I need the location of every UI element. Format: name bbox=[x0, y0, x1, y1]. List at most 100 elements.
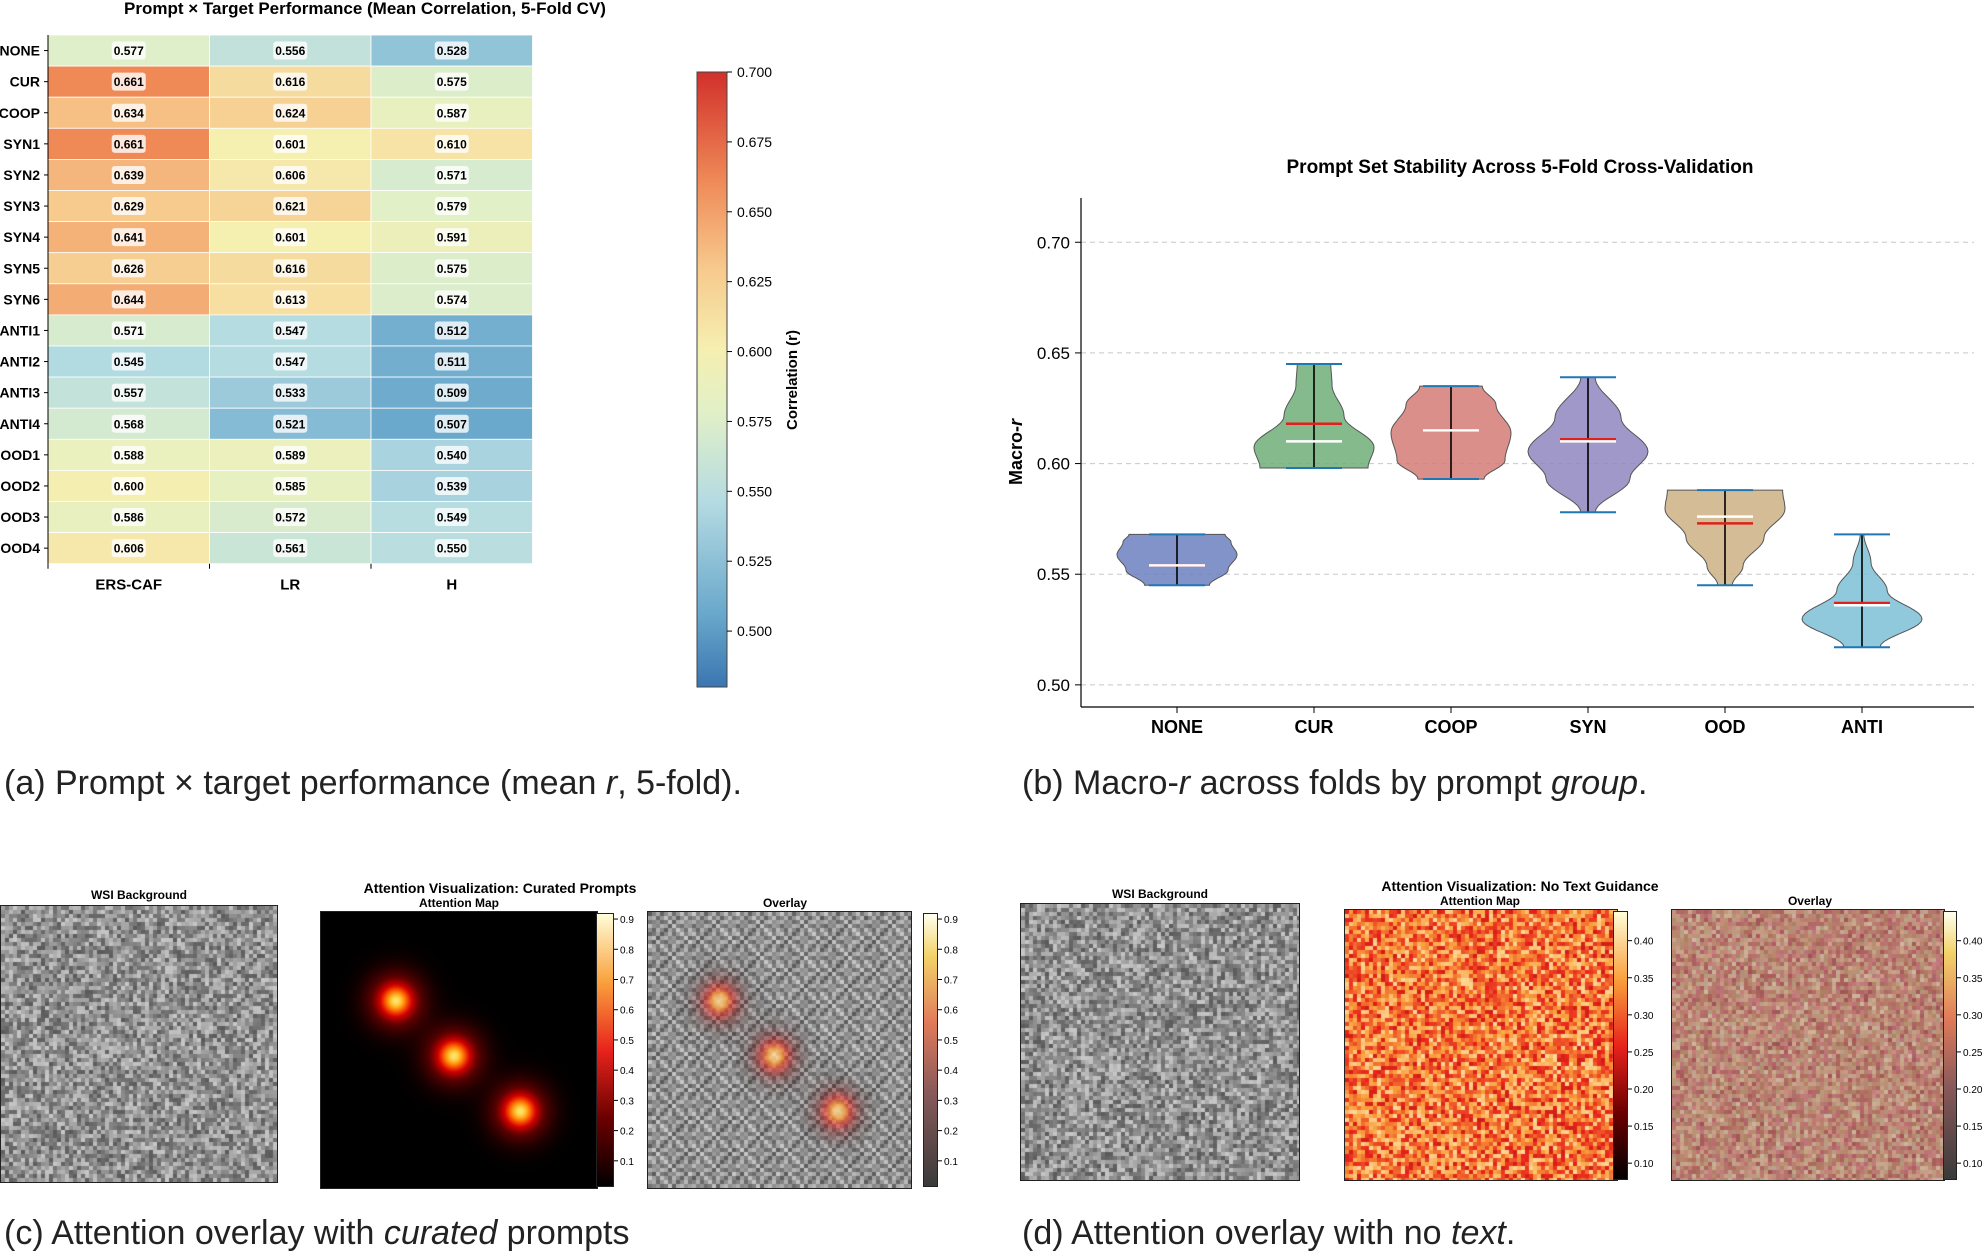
heatmap-cell bbox=[370, 376, 533, 409]
cell-value-label: 0.547 bbox=[275, 355, 305, 369]
cell-label-box bbox=[111, 134, 146, 153]
cell-label-box bbox=[434, 352, 469, 371]
cell-value-label: 0.629 bbox=[114, 200, 144, 214]
row-label: ANTI1 bbox=[0, 322, 40, 338]
cell-value-label: 0.511 bbox=[437, 355, 467, 369]
cell-value-label: 0.521 bbox=[275, 417, 305, 431]
cell-value-label: 0.591 bbox=[437, 231, 467, 245]
cell-label-box bbox=[111, 290, 146, 309]
cell-label-box bbox=[111, 476, 146, 495]
colorbar-tick-label: 0.1 bbox=[944, 1157, 958, 1168]
cell-label-box bbox=[273, 134, 308, 153]
cell-value-label: 0.644 bbox=[114, 293, 144, 307]
panel-title-background: WSI Background bbox=[90, 888, 187, 902]
overlay-image bbox=[647, 911, 912, 1189]
attention-map-image bbox=[320, 911, 598, 1189]
row-label: COOP bbox=[0, 105, 40, 121]
overlay-image bbox=[1671, 909, 1945, 1181]
cell-label-box bbox=[111, 539, 146, 558]
cell-value-label: 0.606 bbox=[275, 168, 305, 182]
cell-label-box bbox=[434, 197, 469, 216]
wsi-background-image bbox=[0, 905, 278, 1183]
wsi-background-image bbox=[1020, 903, 1300, 1181]
colorbar-tick-label: 0.700 bbox=[737, 64, 772, 80]
cell-label-box bbox=[434, 290, 469, 309]
cell-label-box bbox=[111, 508, 146, 527]
x-tick-label: ANTI bbox=[1841, 717, 1883, 737]
x-tick-label: CUR bbox=[1295, 717, 1334, 737]
column-label: LR bbox=[280, 577, 300, 594]
colorbar-tick-label: 0.25 bbox=[1634, 1048, 1654, 1059]
cell-value-label: 0.586 bbox=[114, 511, 144, 525]
figure-title: Attention Visualization: Curated Prompts bbox=[363, 880, 637, 896]
cell-value-label: 0.575 bbox=[437, 75, 467, 89]
colorbar-tick-label: 0.575 bbox=[737, 413, 772, 429]
panel-title-overlay: Overlay bbox=[1787, 894, 1833, 908]
cell-label-box bbox=[273, 321, 308, 340]
colorbar-tick-label: 0.15 bbox=[1963, 1122, 1983, 1133]
cell-label-box bbox=[434, 383, 469, 402]
cell-value-label: 0.547 bbox=[275, 324, 305, 338]
cell-label-box bbox=[434, 72, 469, 91]
colorbar-map-ticks: 0.10 0.15 0.20 0.25 0.30 0.35 0.40 bbox=[1628, 937, 1654, 1170]
row-label: OOD4 bbox=[0, 540, 40, 556]
row-label: CUR bbox=[10, 74, 40, 90]
colorbar-tick-label: 0.7 bbox=[620, 975, 634, 986]
cell-label-box bbox=[273, 228, 308, 247]
colorbar-tick-label: 0.6 bbox=[944, 1006, 958, 1017]
cell-value-label: 0.661 bbox=[114, 137, 144, 151]
row-label: SYN6 bbox=[3, 291, 40, 307]
colorbar-tick-label: 0.5 bbox=[944, 1036, 958, 1047]
cell-value-label: 0.561 bbox=[275, 542, 305, 556]
cell-label-box bbox=[273, 539, 308, 558]
cell-value-label: 0.579 bbox=[437, 200, 467, 214]
cell-value-label: 0.556 bbox=[275, 44, 305, 58]
colorbar-tick-label: 0.9 bbox=[620, 915, 634, 926]
colorbar-overlay bbox=[923, 913, 938, 1187]
heatmap-title: Prompt × Target Performance (Mean Correl… bbox=[124, 0, 606, 18]
cell-value-label: 0.600 bbox=[114, 479, 144, 493]
colorbar-tick-label: 0.500 bbox=[737, 623, 772, 639]
cell-label-box bbox=[434, 321, 469, 340]
cell-value-label: 0.549 bbox=[437, 511, 467, 525]
row-label: SYN2 bbox=[3, 167, 40, 183]
attention-curated-figure: Attention Visualization: Curated Prompts… bbox=[0, 870, 960, 1190]
cell-label-box bbox=[273, 383, 308, 402]
x-tick-label: NONE bbox=[1151, 717, 1203, 737]
caption-a: (a) Prompt × target performance (mean r,… bbox=[4, 764, 742, 802]
cell-label-box bbox=[273, 41, 308, 60]
cell-value-label: 0.601 bbox=[275, 231, 305, 245]
cell-value-label: 0.616 bbox=[275, 262, 305, 276]
cell-value-label: 0.634 bbox=[114, 106, 144, 120]
column-label: H bbox=[446, 577, 457, 594]
cell-value-label: 0.585 bbox=[275, 479, 305, 493]
cell-value-label: 0.550 bbox=[437, 542, 467, 556]
cell-value-label: 0.661 bbox=[114, 75, 144, 89]
y-axis-label: Macro-r bbox=[1006, 418, 1026, 485]
row-label: NONE bbox=[0, 43, 40, 59]
cell-label-box bbox=[273, 103, 308, 122]
colorbar-tick-label: 0.9 bbox=[944, 915, 958, 926]
colorbar-tick-label: 0.10 bbox=[1634, 1159, 1654, 1170]
cell-label-box bbox=[434, 41, 469, 60]
colorbar-map bbox=[596, 913, 614, 1187]
cell-label-box bbox=[273, 476, 308, 495]
cell-label-box bbox=[434, 539, 469, 558]
colorbar-tick-label: 0.550 bbox=[737, 483, 772, 499]
cell-value-label: 0.509 bbox=[437, 386, 467, 400]
colorbar-map-ticks: 0.1 0.2 0.3 0.4 0.5 0.6 0.7 0.8 0.9 bbox=[614, 915, 634, 1168]
colorbar-tick-label: 0.8 bbox=[620, 945, 634, 956]
cell-label-box bbox=[111, 197, 146, 216]
colorbar-tick-label: 0.20 bbox=[1963, 1085, 1983, 1096]
cell-value-label: 0.624 bbox=[275, 106, 305, 120]
cell-value-label: 0.610 bbox=[437, 137, 467, 151]
row-label: ANTI3 bbox=[0, 385, 40, 401]
cell-value-label: 0.639 bbox=[114, 168, 144, 182]
cell-value-label: 0.571 bbox=[437, 168, 467, 182]
colorbar-tick-label: 0.6 bbox=[620, 1006, 634, 1017]
colorbar-overlay-ticks: 0.1 0.2 0.3 0.4 0.5 0.6 0.7 0.8 0.9 bbox=[938, 915, 958, 1168]
colorbar-tick-label: 0.5 bbox=[620, 1036, 634, 1047]
colorbar-tick-label: 0.10 bbox=[1963, 1159, 1983, 1170]
cell-value-label: 0.601 bbox=[275, 137, 305, 151]
colorbar-tick-label: 0.20 bbox=[1634, 1085, 1654, 1096]
